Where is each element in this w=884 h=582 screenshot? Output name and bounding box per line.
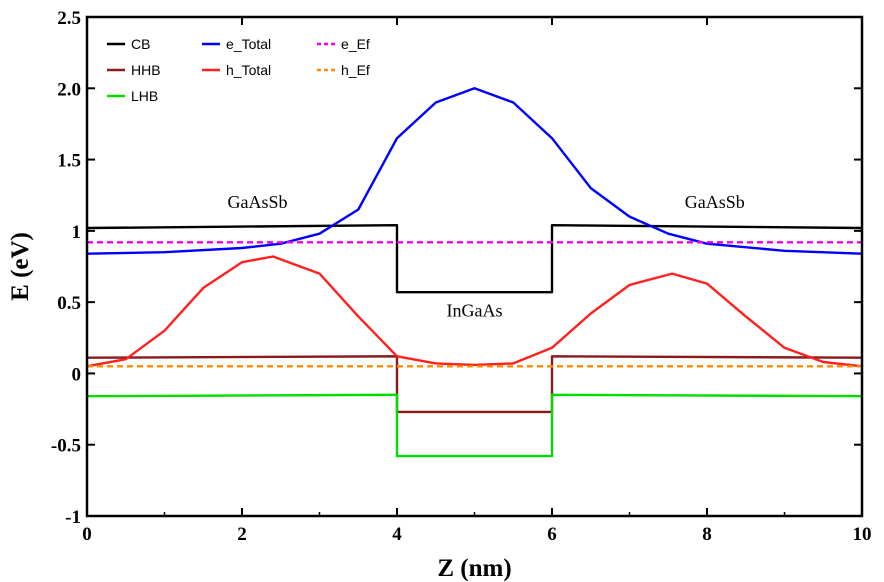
y-tick-label: -0.5 [51,436,81,457]
x-tick-label: 6 [547,524,557,545]
legend-label: LHB [131,88,158,104]
legend-entry-h-total: h_Total [202,62,271,78]
y-tick-label: 0 [72,364,82,385]
series-line-hhb [86,355,863,414]
legend-entry-lhb: LHB [107,88,158,104]
legend-label: HHB [131,62,161,78]
series-layer [86,87,863,458]
legend-label: h_Ef [341,62,370,78]
plot-frame [85,15,864,518]
legend-label: CB [131,36,150,52]
legend-label: e_Ef [341,36,370,52]
series-line-e-total [86,87,863,255]
series-line-h-total [86,255,863,368]
x-tick-label: 4 [392,524,402,545]
legend: CB e_Total e_Ef HHB h_Total h_Ef LHB [107,36,370,104]
x-axis-label: Z (nm) [437,555,511,582]
y-axis-label: E (eV) [7,232,34,301]
legend-label: h_Total [226,62,271,78]
legend-entry-h-ef: h_Ef [317,62,370,78]
y-tick-label: -1 [65,507,81,528]
series-line-lhb [86,393,863,458]
x-tick-label: 2 [237,524,247,545]
annotation-gaassb: GaAsSb [685,192,745,212]
y-tick-label: 1.5 [57,151,81,172]
tick-layer: 0 2 4 6 8 10 -1 -0.5 0 0.5 1 1.5 2.0 2.5 [51,8,872,545]
legend-entry-cb: CB [107,36,150,52]
annotation-gaassb: GaAsSb [227,192,287,212]
x-tick-label: 8 [702,524,712,545]
y-tick-label: 0.5 [57,293,81,314]
annotation-ingaas: InGaAs [447,300,503,320]
y-tick-label: 2.5 [57,8,81,29]
y-tick-label: 2.0 [57,79,81,100]
y-tick-label: 1 [72,222,82,243]
legend-entry-e-ef: e_Ef [317,36,370,52]
series-line-cb [86,223,863,294]
legend-entry-e-total: e_Total [202,36,271,52]
x-tick-label: 10 [853,524,872,545]
legend-label: e_Total [226,36,271,52]
x-tick-label: 0 [82,524,92,545]
annotation-layer: GaAsSb GaAsSb InGaAs [227,192,744,320]
legend-entry-hhb: HHB [107,62,161,78]
